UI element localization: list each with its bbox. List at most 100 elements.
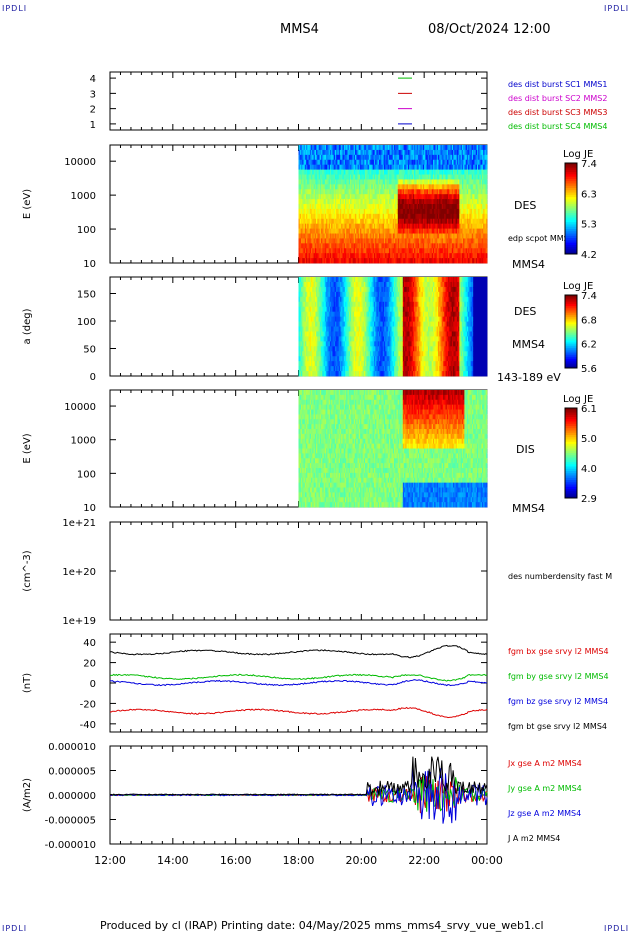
spectrogram-cell	[473, 189, 475, 195]
spectrogram-cell	[380, 145, 382, 151]
spectrogram-cell	[363, 243, 366, 249]
spectrogram-cell	[431, 213, 434, 220]
spectrogram-cell	[451, 169, 454, 175]
spectrogram-cell	[450, 213, 453, 220]
spectrogram-cell	[324, 306, 327, 313]
spectrogram-cell	[343, 321, 346, 327]
spectrogram-cell	[409, 145, 411, 151]
spectrogram-cell	[412, 233, 415, 239]
spectrogram-cell	[461, 159, 464, 166]
spectrogram-cell	[347, 233, 350, 239]
spectrogram-cell	[329, 277, 332, 283]
spectrogram-cell	[464, 154, 467, 161]
spectrogram-cell	[350, 169, 352, 175]
spectrogram-cell	[381, 154, 384, 161]
spectrogram-cell	[318, 361, 321, 367]
spectrogram-cell	[326, 346, 328, 352]
spectrogram-cell	[432, 243, 435, 249]
spectrogram-cell	[431, 253, 434, 259]
spectrogram-cell	[348, 213, 351, 220]
spectrogram-cell	[363, 366, 366, 372]
spectrogram-cell	[421, 218, 424, 225]
spectrogram-cell	[426, 174, 429, 180]
spectrogram-cell	[360, 238, 362, 244]
spectrogram-cell	[479, 208, 482, 215]
spectrogram-cell	[341, 316, 343, 322]
spectrogram-cell	[454, 223, 456, 229]
spectrogram-cell	[485, 253, 488, 259]
spectrogram-cell	[365, 233, 367, 239]
spectrogram-cell	[332, 326, 335, 332]
spectrogram-cell	[350, 179, 352, 185]
spectrogram-cell	[361, 248, 363, 254]
spectrogram-cell	[469, 184, 472, 190]
spectrogram-cell	[301, 286, 303, 293]
spectrogram-cell	[410, 199, 412, 205]
spectrogram-cell	[353, 316, 356, 322]
spectrogram-cell	[303, 281, 306, 288]
spectrogram-cell	[352, 218, 355, 225]
spectrogram-cell	[324, 164, 327, 170]
spectrogram-cell	[484, 248, 487, 254]
spectrogram-cell	[437, 243, 440, 249]
spectrogram-cell	[471, 213, 474, 220]
spectrogram-cell	[312, 306, 314, 313]
spectrogram-cell	[347, 253, 350, 259]
spectrogram-cell	[479, 174, 482, 180]
spectrogram-cell	[475, 154, 478, 161]
spectrogram-cell	[301, 213, 303, 220]
spectrogram-cell	[401, 159, 404, 166]
spectrogram-cell	[344, 341, 347, 347]
spectrogram-cell	[386, 208, 389, 215]
spectrogram-cell	[461, 204, 464, 210]
spectrogram-cell	[432, 184, 435, 190]
spectrogram-cell	[378, 194, 381, 200]
spectrogram-cell	[311, 189, 313, 195]
spectrogram-cell	[417, 218, 420, 225]
spectrogram-cell	[319, 253, 322, 259]
spectrogram-cell	[343, 179, 346, 185]
spectrogram-cell	[376, 223, 379, 229]
spectrogram-cell	[483, 194, 485, 200]
spectrogram-cell	[414, 208, 416, 215]
spectrogram-cell	[443, 213, 445, 220]
spectrogram-cell	[341, 361, 343, 367]
spectrogram-cell	[387, 238, 390, 244]
spectrogram-cell	[449, 213, 451, 220]
spectrogram-cell	[321, 346, 323, 352]
spectrogram-cell	[336, 223, 338, 229]
spectrogram-cell	[407, 174, 410, 180]
spectrogram-cell	[341, 301, 343, 308]
spectrogram-cell	[387, 194, 390, 200]
spectrogram-cell	[460, 164, 463, 170]
spectrogram-cell	[308, 228, 311, 234]
spectrogram-cell	[390, 169, 392, 175]
spectrogram-cell	[470, 164, 473, 170]
spectrogram-cell	[367, 228, 370, 234]
spectrogram-cell	[426, 164, 429, 170]
spectrogram-cell	[424, 213, 426, 220]
spectrogram-cell	[406, 194, 409, 200]
spectrogram-cell	[456, 149, 459, 156]
spectrogram-cell	[307, 311, 309, 317]
spectrogram-cell	[399, 174, 401, 180]
spectrogram-cell	[347, 286, 350, 293]
spectrogram-cell	[480, 208, 483, 215]
spectrogram-cell	[392, 189, 395, 195]
spectrogram-cell	[311, 154, 313, 161]
spectrogram-cell	[445, 228, 448, 234]
spectrogram-cell	[394, 174, 396, 180]
spectrogram-cell	[400, 248, 402, 254]
spectrogram-cell	[419, 145, 421, 151]
spectrogram-cell	[361, 311, 363, 317]
spectrogram-cell	[327, 258, 330, 264]
spectrogram-cell	[304, 311, 307, 317]
spectrogram-cell	[395, 228, 397, 234]
spectrogram-cell	[401, 145, 404, 151]
spectrogram-cell	[395, 223, 397, 229]
spectrogram-cell	[321, 326, 323, 332]
spectrogram-cell	[365, 218, 367, 225]
spectrogram-cell	[382, 208, 385, 215]
spectrogram-cell	[426, 223, 429, 229]
spectrogram-cell	[355, 311, 357, 317]
